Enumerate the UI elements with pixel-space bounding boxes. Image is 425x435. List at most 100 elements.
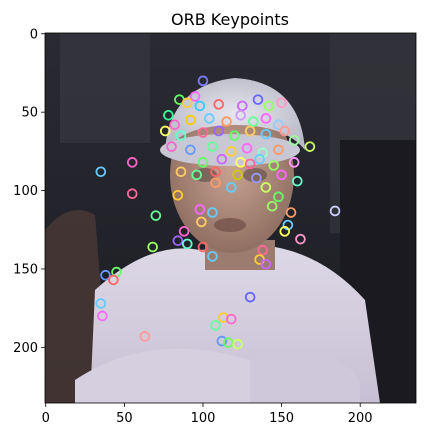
keypoint-marker [213, 99, 225, 110]
keypoint-marker [213, 125, 225, 137]
keypoint-marker [279, 226, 291, 237]
keypoint-marker [276, 169, 287, 181]
keypoint-marker [273, 119, 284, 131]
keypoint-marker [241, 142, 253, 154]
keypoint-marker [139, 331, 151, 342]
keypoint-marker [108, 274, 119, 286]
keypoint-marker [257, 147, 269, 159]
keypoint-marker [210, 320, 221, 331]
keypoint-marker [126, 157, 138, 168]
keypoint-marker [159, 125, 171, 137]
keypoint-marker [185, 114, 196, 126]
keypoint-marker [282, 219, 294, 231]
keypoint-marker [295, 233, 306, 245]
keypoint-marker [207, 207, 218, 218]
keypoint-marker [260, 258, 272, 270]
keypoint-marker [163, 110, 174, 121]
y-tick-label: 200 [13, 341, 38, 356]
keypoint-marker [232, 169, 243, 181]
keypoint-marker [263, 100, 275, 112]
keypoint-marker [210, 177, 221, 189]
keypoint-marker [169, 119, 180, 131]
keypoint-marker [273, 144, 284, 156]
keypoint-marker [185, 144, 196, 156]
keypoint-marker [260, 182, 272, 193]
y-axis: 0 50 100 150 200 [13, 27, 45, 356]
y-tick-label: 150 [13, 262, 38, 277]
keypoint-marker [268, 160, 280, 171]
keypoint-marker [252, 94, 264, 105]
keypoint-marker [172, 189, 184, 201]
keypoint-marker [194, 100, 206, 112]
keypoint-marker [229, 130, 240, 141]
keypoint-marker [181, 238, 193, 250]
keypoint-marker [147, 241, 158, 253]
keypoint-marker [251, 172, 262, 184]
keypoint-marker [273, 191, 284, 203]
keypoint-marker [150, 210, 162, 221]
keypoint-marker [95, 298, 107, 309]
keypoint-marker [181, 97, 193, 109]
keypoint-marker [221, 116, 232, 127]
keypoint-marker [196, 216, 207, 228]
keypoint-marker [210, 166, 221, 178]
y-tick-label: 50 [21, 106, 38, 121]
keypoint-marker [178, 226, 190, 237]
x-tick-label: 50 [116, 411, 133, 426]
keypoint-marker [197, 241, 209, 253]
keypoint-marker [95, 166, 107, 178]
y-tick-label: 100 [13, 184, 38, 199]
keypoint-marker [225, 182, 237, 193]
keypoint-marker [260, 128, 272, 140]
keypoint-marker [189, 91, 201, 102]
x-tick-label: 200 [348, 411, 373, 426]
keypoint-marker [254, 153, 265, 165]
keypoint-marker [207, 251, 218, 262]
keypoint-marker [276, 97, 287, 109]
keypoint-marker [216, 153, 228, 165]
keypoint-marker [175, 130, 187, 141]
keypoint-marker [225, 313, 237, 325]
x-tick-label: 100 [191, 411, 216, 426]
plot-area-frame [44, 32, 417, 404]
keypoint-marker [126, 188, 138, 199]
keypoint-marker [266, 200, 278, 212]
keypoint-marker [191, 169, 203, 181]
keypoint-marker [244, 291, 256, 303]
keypoint-marker [100, 269, 111, 281]
keypoint-marker [207, 141, 218, 152]
keypoint-marker [175, 166, 187, 178]
keypoint-marker [244, 158, 256, 170]
keypoint-marker [197, 127, 209, 138]
keypoint-marker [197, 75, 209, 87]
keypoint-marker [172, 235, 184, 247]
x-tick-label: 0 [42, 411, 50, 426]
keypoint-marker [329, 205, 341, 217]
keypoint-marker [260, 113, 272, 124]
keypoints-layer [95, 75, 341, 350]
keypoint-marker [197, 157, 209, 168]
keypoint-marker [279, 125, 291, 137]
keypoint-marker [235, 110, 247, 121]
keypoint-marker [203, 113, 215, 124]
keypoint-marker [216, 335, 228, 347]
keypoint-marker [288, 135, 300, 146]
keypoint-marker [285, 207, 297, 218]
keypoint-marker [247, 116, 259, 127]
chart-title: ORB Keypoints [171, 10, 289, 29]
keypoint-marker [244, 125, 256, 137]
keypoint-marker [97, 310, 108, 322]
x-tick-label: 150 [269, 411, 294, 426]
x-axis: 0 50 100 150 200 [42, 403, 373, 426]
keypoint-marker [288, 157, 300, 168]
keypoint-marker [225, 146, 237, 157]
keypoint-marker [292, 175, 303, 187]
background-photo [45, 33, 416, 403]
y-tick-label: 0 [30, 27, 38, 42]
keypoint-marker [166, 141, 177, 152]
keypoint-marker [232, 338, 243, 350]
keypoint-marker [304, 141, 316, 152]
keypoint-marker [257, 244, 269, 256]
keypoint-marker [194, 204, 206, 215]
